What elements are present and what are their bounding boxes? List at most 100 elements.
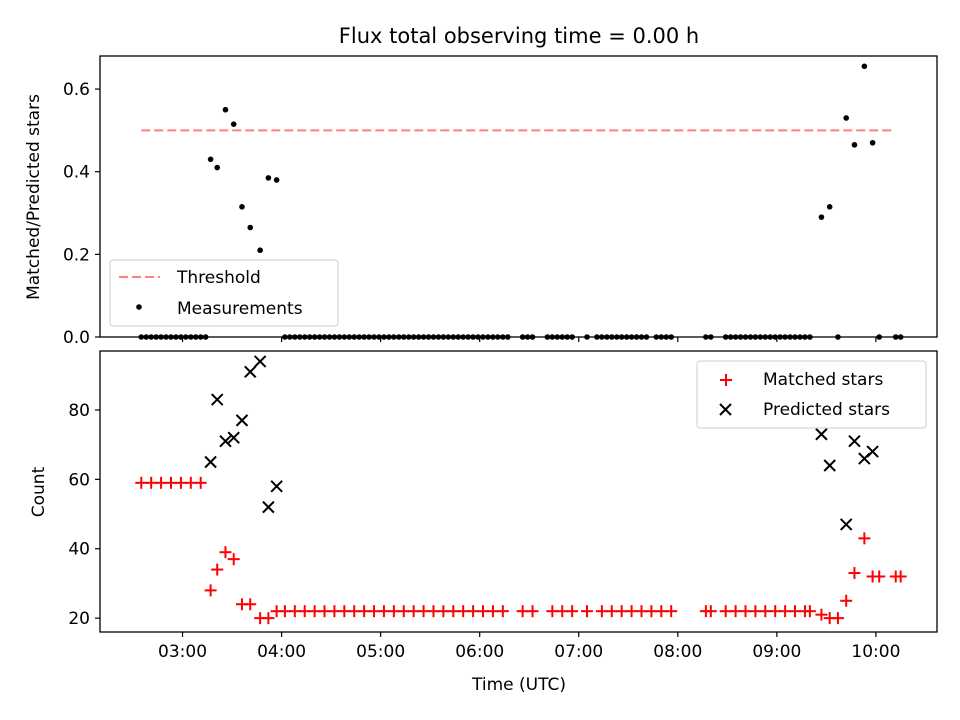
- predicted-star-point: [219, 434, 232, 448]
- matched-star-point: [831, 612, 844, 625]
- predicted-star-stroke: [823, 459, 836, 472]
- predicted-star-stroke: [848, 434, 861, 448]
- bottom-y-tick-label: 40: [68, 540, 90, 560]
- bottom-y-tick-label: 60: [68, 470, 90, 490]
- predicted-star-point: [204, 455, 217, 469]
- top-y-tick-label: 0.6: [63, 80, 90, 100]
- measurement-point: [257, 247, 263, 254]
- top-legend: Threshold Measurements: [109, 259, 339, 327]
- bottom-plot-marks: [135, 355, 907, 625]
- matched-star-point: [194, 476, 207, 489]
- predicted-star-stroke: [270, 480, 283, 493]
- predicted-star-stroke: [235, 414, 249, 427]
- chart-title: Flux total observing time = 0.00 h: [339, 24, 699, 48]
- measurement-point: [869, 139, 876, 146]
- bottom-x-tick-label: 07:00: [554, 642, 603, 662]
- predicted-star-stroke: [204, 455, 217, 469]
- predicted-star-point: [270, 480, 283, 493]
- bottom-x-axis-label: Time (UTC): [471, 675, 566, 695]
- matched-star-point: [204, 584, 217, 597]
- measurement-point: [230, 121, 237, 127]
- matched-star-point: [219, 546, 232, 559]
- matched-star-point: [496, 605, 509, 618]
- predicted-star-stroke: [866, 445, 879, 458]
- threshold-legend-label: Threshold: [176, 268, 261, 288]
- top-legend-box: [109, 259, 339, 327]
- predicted-star-stroke: [211, 393, 224, 406]
- measurement-point: [818, 214, 825, 220]
- bottom-legend: Matched stars Predicted stars: [696, 360, 927, 429]
- matched-legend-label: Matched stars: [763, 370, 883, 390]
- predicted-legend-label: Predicted stars: [763, 400, 890, 420]
- bottom-x-tick-label: 08:00: [653, 642, 702, 662]
- matched-star-point: [211, 563, 224, 576]
- predicted-star-stroke: [262, 500, 275, 514]
- measurement-point: [207, 156, 214, 163]
- matched-star-point: [848, 567, 861, 580]
- top-axes-frame: [99, 55, 938, 338]
- predicted-star-point: [262, 500, 275, 514]
- matched-star-point: [526, 605, 539, 618]
- predicted-legend-marker: [719, 403, 732, 416]
- bottom-x-tick-label: 09:00: [752, 642, 801, 662]
- measurement-point: [273, 177, 280, 183]
- predicted-star-stroke: [839, 518, 853, 531]
- matched-star-point: [227, 553, 240, 566]
- matched-star-point: [873, 570, 886, 583]
- bottom-y-axis-label: Count: [29, 466, 49, 517]
- predicted-star-stroke: [219, 434, 232, 448]
- matched-star-point: [815, 608, 828, 621]
- predicted-star-point: [839, 518, 853, 531]
- top-y-ticks: 0.0 0.2 0.4 0.6: [63, 80, 100, 348]
- predicted-star-stroke: [244, 365, 257, 379]
- matched-star-point: [803, 605, 816, 618]
- measurement-point: [826, 204, 833, 210]
- measurements-legend-label: Measurements: [177, 299, 303, 319]
- predicted-star-stroke: [253, 355, 267, 368]
- predicted-star-point: [235, 414, 249, 427]
- matched-star-point: [581, 605, 594, 618]
- predicted-star-point: [866, 445, 879, 458]
- top-y-tick-label: 0.0: [63, 328, 90, 348]
- bottom-x-tick-label: 04:00: [257, 642, 306, 662]
- matched-star-point: [244, 598, 257, 611]
- bottom-legend-box: [696, 360, 927, 429]
- top-y-tick-label: 0.2: [63, 245, 90, 265]
- matched-legend-marker: [720, 374, 732, 386]
- measurement-point: [239, 204, 245, 210]
- top-x-ticks: [181, 337, 877, 342]
- matched-star-point: [894, 570, 907, 583]
- bottom-y-ticks: 20 40 60 80: [68, 401, 100, 629]
- bottom-x-tick-label: 03:00: [158, 642, 207, 662]
- predicted-star-point: [227, 431, 240, 444]
- matched-star-point: [566, 605, 579, 618]
- measurement-point: [247, 224, 254, 231]
- predicted-star-point: [211, 393, 224, 406]
- predicted-star-point: [815, 428, 828, 441]
- predicted-star-point: [244, 365, 257, 379]
- bottom-y-tick-label: 20: [68, 609, 90, 629]
- measurements-legend-marker: [136, 304, 142, 310]
- top-y-axis-label: Matched/Predicted stars: [24, 94, 44, 300]
- top-y-tick-label: 0.4: [63, 163, 90, 183]
- measurement-point: [222, 106, 229, 113]
- bottom-x-tick-label: 10:00: [851, 642, 900, 662]
- matched-star-point: [262, 612, 275, 625]
- matched-star-point: [704, 605, 717, 618]
- measurement-point: [265, 175, 272, 181]
- predicted-star-point: [848, 434, 861, 448]
- bottom-x-tick-label: 06:00: [455, 642, 504, 662]
- measurement-point: [861, 63, 868, 70]
- predicted-star-stroke: [227, 431, 240, 444]
- bottom-x-tick-label: 05:00: [356, 642, 405, 662]
- measurement-point: [843, 115, 850, 121]
- predicted-star-point: [253, 355, 267, 368]
- measurement-point: [214, 164, 221, 171]
- bottom-axes-frame: [99, 350, 938, 633]
- matched-star-point: [858, 532, 871, 545]
- measurement-point: [851, 142, 858, 148]
- matched-star-point: [665, 605, 678, 618]
- bottom-x-ticks: 03:00 04:00 05:00 06:00 07:00 08:00 09:00 10:00: [158, 632, 900, 662]
